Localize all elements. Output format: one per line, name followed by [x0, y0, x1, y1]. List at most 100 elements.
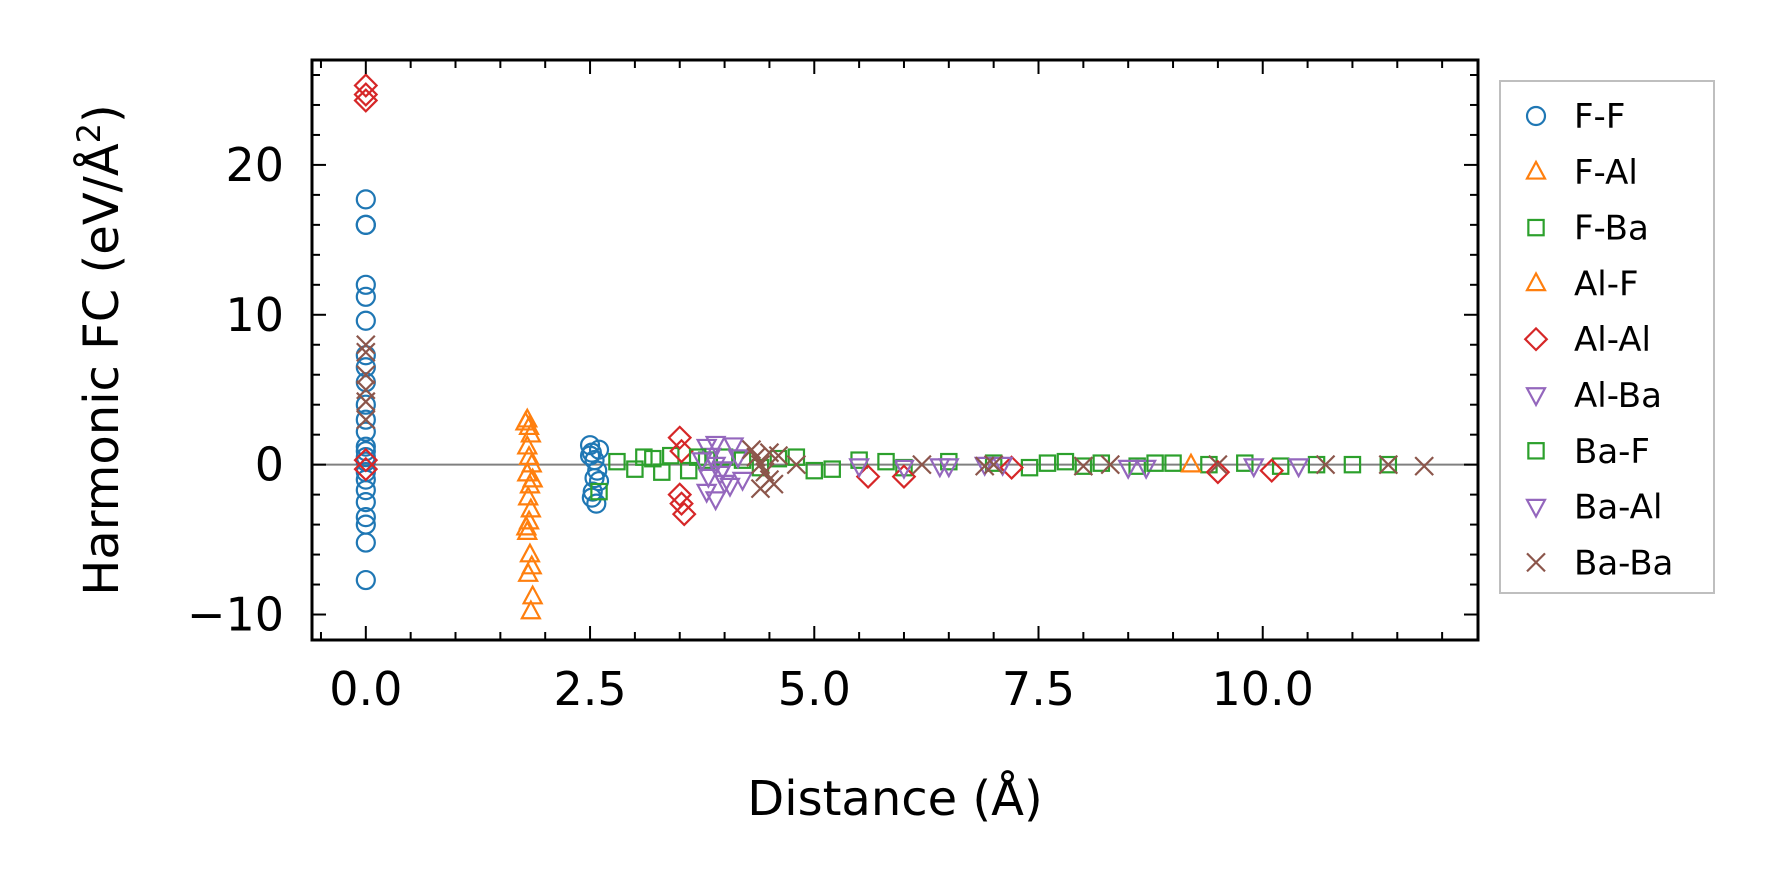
data-point	[697, 468, 720, 489]
legend-label: Ba-Ba	[1574, 543, 1673, 583]
data-points	[353, 73, 1434, 620]
data-point	[517, 561, 540, 582]
data-point	[353, 73, 379, 98]
data-point	[355, 492, 376, 513]
legend-label: Ba-F	[1574, 432, 1650, 472]
plot-frame	[310, 58, 1480, 642]
series-ba-al	[691, 435, 1265, 498]
data-point	[669, 491, 694, 516]
data-point	[355, 214, 376, 235]
data-point	[356, 334, 376, 355]
legend-label: F-Ba	[1574, 209, 1649, 249]
data-point	[355, 310, 376, 331]
data-point	[704, 435, 727, 456]
data-point	[984, 454, 1003, 472]
y-tick-label: 20	[225, 138, 284, 192]
data-point	[1073, 456, 1094, 476]
legend-item: Al-F	[1525, 264, 1639, 304]
data-point	[521, 584, 544, 605]
data-point	[355, 394, 376, 415]
data-point	[1287, 458, 1310, 479]
data-point	[1164, 454, 1182, 472]
data-point	[1315, 454, 1336, 475]
data-point	[704, 491, 727, 512]
legend-marker	[1527, 218, 1545, 237]
legend-item: Ba-Al	[1525, 488, 1662, 528]
x-tick-label: 0.0	[329, 662, 402, 716]
legend-label: F-F	[1574, 97, 1625, 137]
axes: 0.0 2.5 5.0 7.5 10.0 −10 0 10 20 Distance (Å) Harm…	[70, 58, 1480, 827]
legend-item: Ba-Ba	[1526, 543, 1673, 583]
x-axis-label: Distance (Å)	[747, 770, 1042, 827]
data-point	[355, 189, 376, 210]
data-point	[1135, 459, 1157, 480]
data-point	[355, 274, 376, 295]
data-point	[912, 454, 932, 475]
data-point	[727, 449, 749, 470]
legend-marker	[1525, 498, 1547, 519]
data-point	[518, 444, 540, 466]
data-point	[514, 410, 537, 431]
data-point	[355, 569, 376, 591]
legend-label: Al-Al	[1574, 320, 1651, 360]
series-f-al	[516, 407, 543, 620]
data-point	[1379, 455, 1398, 474]
legend-item: F-Al	[1525, 153, 1638, 193]
data-point	[679, 461, 698, 480]
legend-marker	[1525, 159, 1547, 180]
data-point	[355, 441, 376, 462]
data-point	[929, 458, 951, 479]
data-point	[353, 88, 379, 113]
data-point	[667, 425, 693, 451]
data-point	[608, 452, 626, 471]
data-point	[521, 467, 544, 488]
data-point	[520, 599, 542, 620]
data-point	[588, 471, 610, 492]
legend-marker	[1527, 442, 1545, 460]
data-point	[855, 464, 881, 489]
data-point	[515, 515, 538, 536]
data-point	[711, 461, 734, 482]
data-point	[893, 459, 915, 480]
legend-item: Al-Ba	[1525, 376, 1662, 416]
data-point	[355, 532, 376, 553]
legend: F-F F-Al F-Ba Al-F Al-Al Al-Ba Ba-F Ba-Al Ba-Ba	[1499, 80, 1715, 594]
series-ba-ba	[356, 334, 1434, 499]
data-point	[1117, 459, 1140, 480]
data-point	[1128, 457, 1146, 475]
data-point	[353, 82, 379, 107]
legend-item: F-F	[1525, 97, 1625, 137]
data-point	[584, 468, 605, 489]
legend-item: Ba-F	[1527, 432, 1650, 472]
data-point	[891, 464, 917, 489]
data-point	[653, 463, 671, 481]
data-point	[355, 421, 376, 442]
x-tick-label: 10.0	[1212, 662, 1314, 716]
data-point	[937, 458, 960, 479]
data-point	[786, 454, 807, 475]
data-point	[1146, 454, 1164, 472]
series-al-f	[514, 410, 1202, 605]
legend-item: Al-Al	[1523, 320, 1651, 360]
data-point	[355, 286, 376, 307]
legend-label: Al-Ba	[1574, 376, 1662, 416]
data-point	[355, 507, 376, 528]
legend-marker	[1526, 552, 1546, 573]
data-point	[1242, 458, 1265, 479]
data-point	[353, 456, 379, 482]
legend-label: F-Al	[1574, 153, 1638, 193]
data-point	[356, 391, 376, 412]
data-point	[1056, 452, 1075, 471]
legend-item: F-Ba	[1527, 209, 1649, 249]
series-f-f	[355, 189, 610, 591]
data-point	[1020, 458, 1039, 477]
data-point	[356, 342, 376, 363]
data-point	[787, 448, 806, 466]
data-point	[759, 442, 780, 463]
legend-label: Ba-Al	[1574, 488, 1662, 528]
data-point	[848, 458, 870, 479]
data-point	[983, 454, 1004, 475]
data-point	[356, 364, 376, 385]
data-point	[1038, 454, 1057, 472]
